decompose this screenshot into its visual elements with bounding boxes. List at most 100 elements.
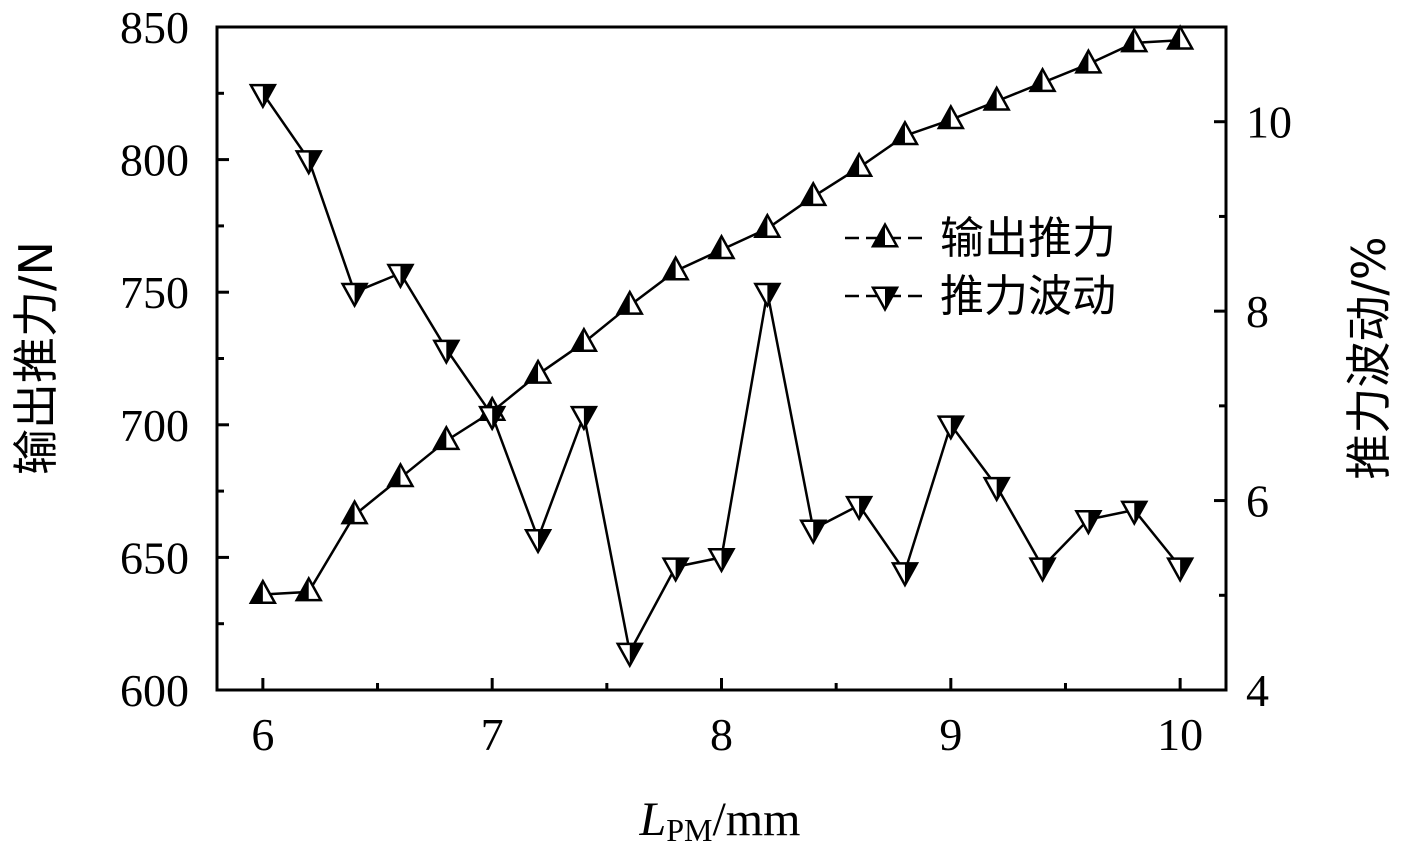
marker-fill bbox=[571, 329, 584, 351]
marker-fill bbox=[1180, 558, 1193, 581]
ripple-marker bbox=[248, 83, 277, 110]
ripple-marker bbox=[615, 642, 644, 669]
ripple-marker bbox=[890, 562, 920, 588]
marker-fill bbox=[250, 581, 263, 603]
thrust-marker bbox=[799, 180, 828, 207]
axis-ticks bbox=[217, 25, 1226, 692]
legend-label: 推力波动 bbox=[940, 271, 1116, 322]
marker-fill bbox=[801, 183, 814, 205]
marker-fill bbox=[1030, 69, 1043, 91]
marker-fill bbox=[721, 549, 734, 571]
series-thrust bbox=[248, 24, 1195, 604]
x-axis-title: LPM/mm bbox=[639, 793, 801, 848]
marker-fill bbox=[617, 292, 630, 314]
x-tick-label: 10 bbox=[1157, 709, 1203, 760]
left-tick-label: 600 bbox=[120, 665, 189, 716]
thrust-marker bbox=[870, 222, 900, 248]
marker-fill bbox=[354, 283, 367, 306]
x-tick-label: 7 bbox=[481, 709, 504, 760]
ripple-marker bbox=[523, 528, 553, 555]
legend-entry-thrust: 输出推力 bbox=[845, 213, 1116, 264]
marker-fill bbox=[1134, 501, 1147, 524]
x-tick-label: 6 bbox=[251, 709, 274, 760]
x-tick-label: 8 bbox=[710, 709, 733, 760]
thrust-marker bbox=[432, 424, 461, 451]
ripple-marker bbox=[432, 339, 461, 365]
marker-fill bbox=[663, 257, 676, 280]
marker-fill bbox=[1042, 558, 1055, 581]
ripple-marker bbox=[870, 286, 900, 312]
thrust-marker bbox=[661, 255, 690, 281]
right-axis-title: 推力波动/% bbox=[1342, 236, 1396, 479]
x-axis-title-subscript: PM bbox=[666, 812, 712, 848]
tick-labels: 6 7 8 9 10 600 650 700 750 800 850 4 6 8 10 bbox=[120, 2, 1292, 760]
ripple-marker bbox=[661, 557, 690, 583]
marker-fill bbox=[873, 224, 885, 247]
marker-fill bbox=[938, 106, 951, 129]
thrust-marker bbox=[615, 289, 644, 315]
ripple-marker bbox=[340, 282, 369, 309]
thrust-marker bbox=[294, 575, 323, 602]
left-tick-label: 800 bbox=[120, 135, 189, 186]
marker-fill bbox=[446, 340, 459, 363]
thrust-marker bbox=[1120, 26, 1149, 53]
marker-fill bbox=[342, 501, 355, 524]
marker-fill bbox=[629, 643, 642, 666]
marker-fill bbox=[859, 497, 872, 519]
ripple-marker bbox=[707, 547, 736, 574]
marker-fill bbox=[538, 530, 551, 552]
thrust-marker bbox=[523, 358, 553, 384]
thrust-marker bbox=[569, 326, 599, 353]
marker-fill bbox=[262, 85, 275, 107]
marker-fill bbox=[434, 427, 447, 449]
x-tick-label: 9 bbox=[939, 709, 962, 760]
marker-fill bbox=[1168, 26, 1181, 49]
ripple-marker bbox=[569, 405, 599, 432]
marker-fill bbox=[984, 87, 997, 110]
thrust-marker bbox=[707, 233, 736, 260]
legend-entry-ripple: 推力波动 bbox=[845, 271, 1116, 322]
plot-frame bbox=[215, 25, 1228, 692]
series-ripple bbox=[248, 83, 1195, 669]
left-tick-label: 750 bbox=[120, 267, 189, 318]
marker-fill bbox=[388, 464, 401, 487]
thrust-marker bbox=[248, 578, 277, 604]
ripple-marker bbox=[386, 263, 415, 290]
ripple-marker bbox=[936, 415, 965, 441]
thrust-marker bbox=[936, 103, 965, 130]
ripple-marker bbox=[753, 282, 782, 309]
marker-fill bbox=[996, 478, 1009, 500]
marker-fill bbox=[308, 151, 321, 173]
right-tick-label: 8 bbox=[1246, 286, 1269, 337]
marker-fill bbox=[755, 215, 768, 237]
ripple-marker bbox=[1166, 557, 1195, 583]
left-axis-title: 输出推力/N bbox=[9, 241, 63, 475]
ripple-marker bbox=[478, 405, 507, 432]
marker-fill bbox=[950, 416, 963, 439]
marker-fill bbox=[1088, 511, 1101, 533]
marker-fill bbox=[892, 122, 905, 144]
ripple-marker bbox=[1120, 500, 1149, 527]
thrust-marker bbox=[1166, 24, 1195, 50]
thrust-marker bbox=[982, 85, 1011, 111]
marker-fill bbox=[709, 236, 722, 258]
thrust-marker bbox=[753, 212, 782, 239]
ripple-marker bbox=[799, 519, 828, 545]
ripple-marker bbox=[982, 476, 1011, 503]
thrust-marker bbox=[1074, 48, 1103, 74]
x-axis-title-main: L bbox=[639, 793, 667, 846]
thrust-marker bbox=[386, 461, 415, 488]
marker-fill bbox=[526, 361, 539, 383]
marker-fill bbox=[296, 578, 309, 601]
ripple-marker bbox=[844, 495, 874, 522]
marker-fill bbox=[492, 407, 505, 429]
marker-fill bbox=[1076, 50, 1089, 73]
thrust-marker bbox=[1028, 66, 1057, 93]
thrust-marker bbox=[890, 119, 920, 146]
marker-fill bbox=[767, 283, 780, 306]
marker-fill bbox=[1122, 29, 1135, 52]
ripple-marker bbox=[294, 150, 323, 176]
thrust-marker bbox=[844, 151, 874, 178]
